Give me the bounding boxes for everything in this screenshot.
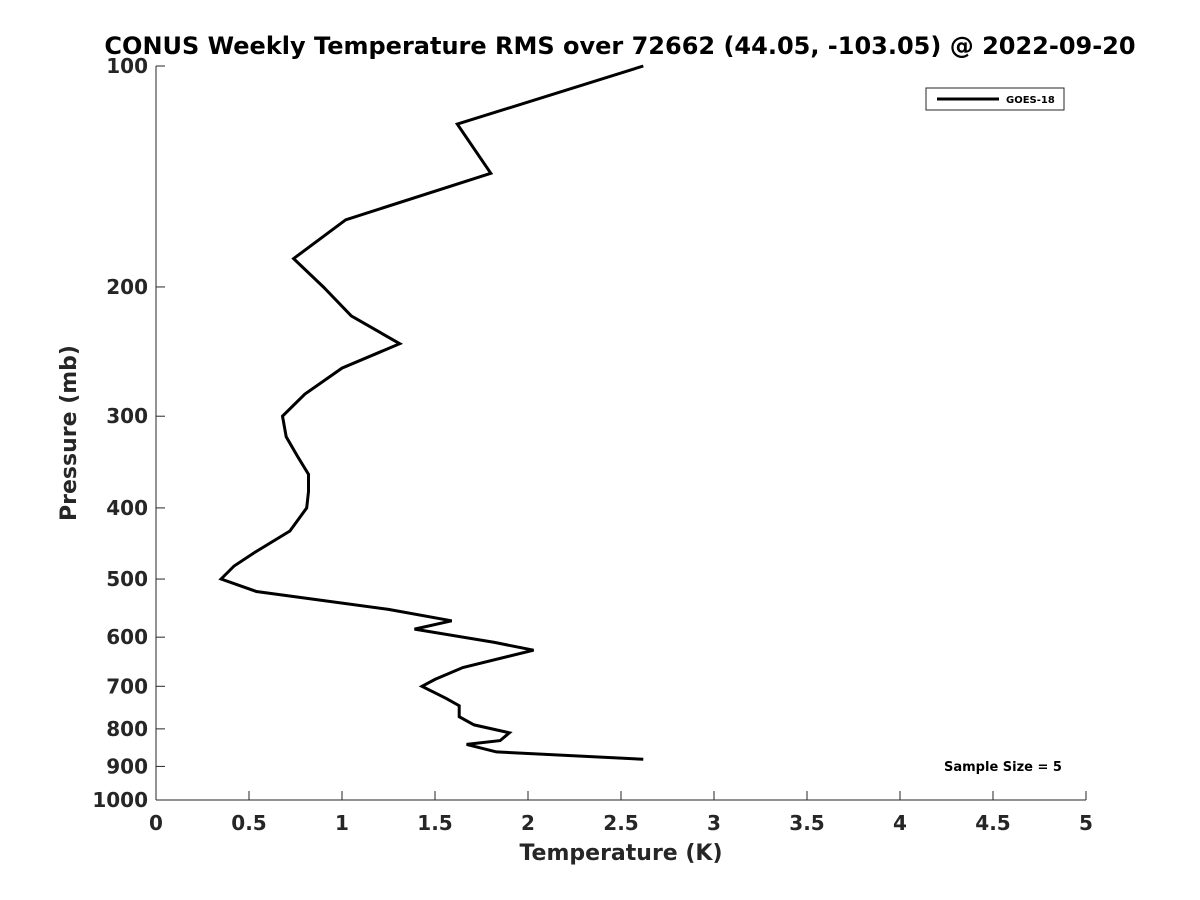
x-tick-label: 3.5 (789, 811, 824, 835)
x-tick-label: 0 (149, 811, 163, 835)
y-tick-label: 900 (106, 754, 148, 778)
y-tick-label: 400 (106, 496, 148, 520)
y-tick-label: 300 (106, 404, 148, 428)
x-axis-label: Temperature (K) (519, 841, 722, 866)
y-ticks: 100 200 300 400 500 600 700 800 900 1000 (92, 54, 165, 812)
x-tick-label: 1 (335, 811, 349, 835)
x-tick-label: 3 (707, 811, 721, 835)
x-tick-label: 2 (521, 811, 535, 835)
x-tick-label: 1.5 (417, 811, 452, 835)
legend-label: GOES-18 (1006, 95, 1055, 106)
y-tick-label: 700 (106, 674, 148, 698)
x-tick-label: 0.5 (231, 811, 266, 835)
legend: GOES-18 (925, 87, 1065, 111)
y-tick-label: 100 (106, 54, 148, 78)
y-tick-label: 800 (106, 717, 148, 741)
y-axis-label: Pressure (mb) (57, 345, 82, 521)
series-line-goes-18 (218, 64, 644, 761)
series-layer (218, 64, 644, 761)
x-tick-label: 5 (1079, 811, 1093, 835)
sample-size-annotation: Sample Size = 5 (944, 760, 1062, 775)
x-tick-label: 4 (893, 811, 907, 835)
y-tick-label: 500 (106, 567, 148, 591)
y-tick-label: 1000 (92, 788, 148, 812)
chart-title: CONUS Weekly Temperature RMS over 72662 … (104, 32, 1135, 60)
y-tick-label: 200 (106, 275, 148, 299)
x-tick-label: 2.5 (603, 811, 638, 835)
x-tick-label: 4.5 (975, 811, 1010, 835)
y-tick-label: 600 (106, 625, 148, 649)
x-ticks: 0 0.5 1 1.5 2 2.5 3 3.5 4 4.5 5 (149, 791, 1093, 835)
